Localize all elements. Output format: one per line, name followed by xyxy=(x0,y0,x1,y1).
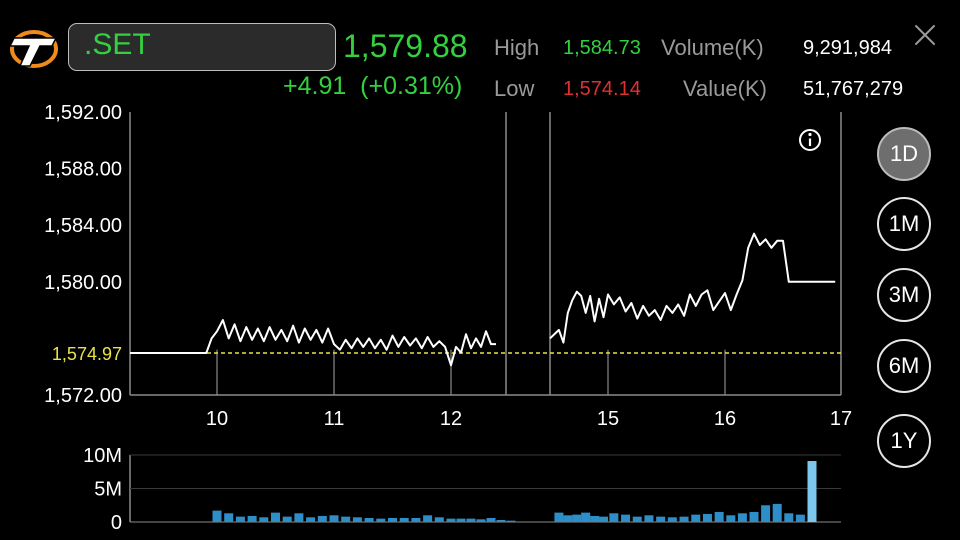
volume-bar xyxy=(609,513,619,522)
timeframe-button-1m[interactable]: 1M xyxy=(877,197,931,251)
volume-bar xyxy=(399,517,409,522)
volume-bar xyxy=(496,519,506,522)
volume-bar xyxy=(621,514,631,522)
volume-bar xyxy=(423,515,433,522)
price-series-line xyxy=(130,319,496,367)
volume-bar xyxy=(761,505,771,522)
price-series-line xyxy=(549,232,836,344)
volume-bar xyxy=(632,516,642,522)
volume-bar xyxy=(434,517,444,522)
volume-bar xyxy=(376,518,386,522)
volume-bar xyxy=(644,515,654,522)
volume-bar xyxy=(554,512,564,522)
y-tick-label: 1,584.00 xyxy=(44,215,122,237)
volume-bar xyxy=(317,515,327,522)
x-tick-label: 11 xyxy=(324,408,345,430)
volume-bar xyxy=(702,513,712,522)
volume-bar xyxy=(224,513,234,522)
volume-tick-label: 10M xyxy=(83,445,122,467)
volume-bar xyxy=(476,519,486,522)
volume-bar xyxy=(446,518,456,522)
high-label: High xyxy=(494,35,540,60)
volume-bar xyxy=(667,517,677,522)
volume-bar xyxy=(737,513,747,522)
brand-logo xyxy=(8,30,58,68)
volume-bar xyxy=(506,520,516,522)
volume-bar xyxy=(329,515,339,522)
close-icon[interactable] xyxy=(912,22,938,48)
symbol-search-input[interactable] xyxy=(68,23,336,71)
volume-tick-label: 5M xyxy=(94,479,122,501)
volume-bar xyxy=(282,516,292,522)
volume-bar xyxy=(784,513,794,522)
volume-bar xyxy=(341,516,351,522)
timeframe-button-6m[interactable]: 6M xyxy=(877,339,931,393)
volume-bar xyxy=(749,511,759,522)
volume-bar xyxy=(572,514,582,522)
volume-bar xyxy=(271,512,280,522)
volume-tick-label: 0 xyxy=(111,512,122,534)
y-tick-label: 1,592.00 xyxy=(44,102,122,124)
volume-bar xyxy=(235,516,245,522)
x-tick-label: 10 xyxy=(206,408,228,430)
value-label: Value(K) xyxy=(683,76,767,101)
volume-bar xyxy=(212,510,222,522)
reference-label: 1,574.97 xyxy=(52,344,122,364)
volume-bar xyxy=(807,461,817,522)
volume-bar xyxy=(486,517,496,522)
timeframe-button-1d[interactable]: 1D xyxy=(877,127,931,181)
volume-bar xyxy=(581,512,591,522)
volume-label: Volume(K) xyxy=(661,35,764,60)
volume-bar xyxy=(726,515,736,522)
change-value: +4.91 xyxy=(283,72,347,100)
info-icon[interactable] xyxy=(799,129,821,151)
volume-bar xyxy=(364,517,374,522)
volume-value: 9,291,984 xyxy=(803,37,892,59)
volume-bar xyxy=(714,511,724,522)
low-label: Low xyxy=(494,76,535,101)
high-value: 1,584.73 xyxy=(563,37,641,59)
x-tick-label: 15 xyxy=(597,408,619,430)
last-price: 1,579.88 xyxy=(343,28,468,64)
y-tick-label: 1,580.00 xyxy=(44,272,122,294)
value-value: 51,767,279 xyxy=(803,78,904,100)
volume-bar xyxy=(679,516,689,522)
x-tick-label: 16 xyxy=(714,408,736,430)
timeframe-button-1y[interactable]: 1Y xyxy=(877,414,931,468)
change-percent: (+0.31%) xyxy=(360,72,463,100)
volume-bar xyxy=(259,517,269,522)
volume-bar xyxy=(352,517,362,522)
volume-bar xyxy=(563,515,573,522)
low-value: 1,574.14 xyxy=(563,78,641,100)
price-change: +4.91 (+0.31%) xyxy=(283,72,462,101)
volume-bar xyxy=(590,515,600,522)
volume-bar xyxy=(772,503,782,522)
y-tick-label: 1,588.00 xyxy=(44,159,122,181)
volume-bar xyxy=(411,517,421,522)
x-tick-label: 12 xyxy=(440,408,462,430)
volume-bar xyxy=(691,514,701,522)
timeframe-button-3m[interactable]: 3M xyxy=(877,268,931,322)
volume-bar xyxy=(306,517,316,522)
symbol-text: .SET xyxy=(84,28,151,61)
volume-bar xyxy=(456,518,466,522)
volume-bar xyxy=(294,513,304,522)
volume-bar xyxy=(599,516,609,522)
y-tick-label: 1,572.00 xyxy=(44,385,122,407)
volume-bar xyxy=(656,516,666,522)
x-tick-label: 17 xyxy=(830,408,852,430)
volume-bar xyxy=(247,515,257,522)
volume-bar xyxy=(466,518,476,522)
volume-bar xyxy=(795,514,805,522)
volume-bar xyxy=(388,517,397,522)
